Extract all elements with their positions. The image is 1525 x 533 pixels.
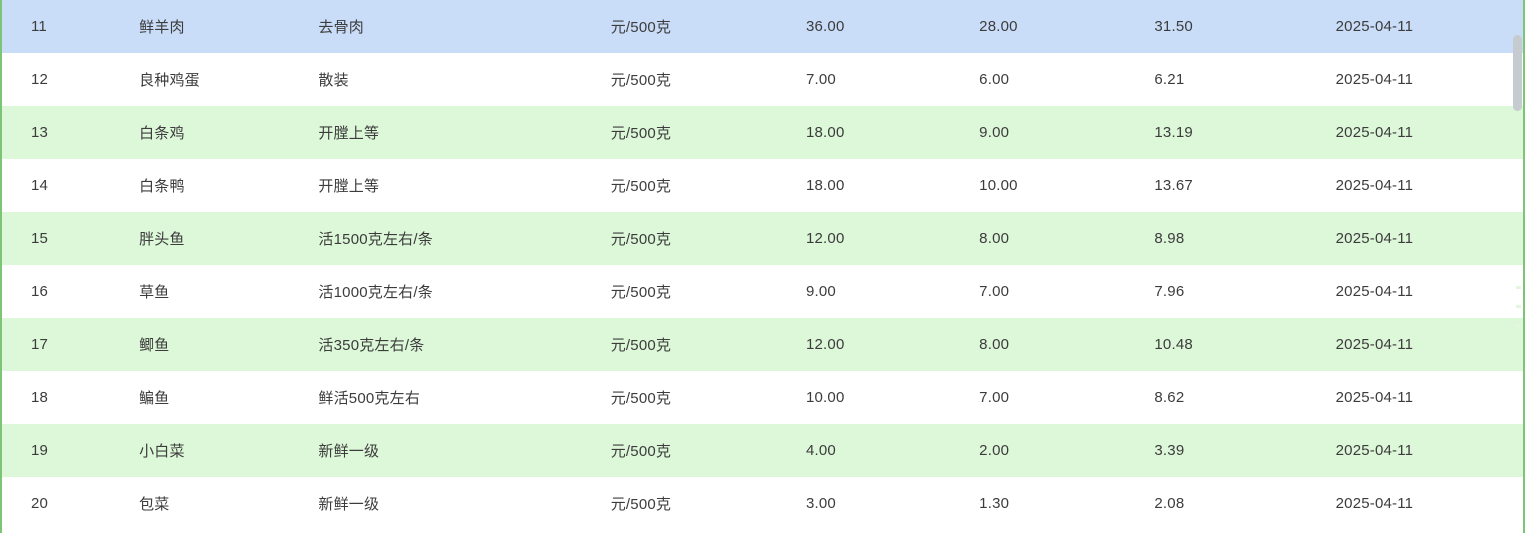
cell-date: 2025-04-11 [1335, 442, 1414, 459]
cell-unit: 元/500克 [610, 337, 672, 354]
edge-seam-marker [1516, 324, 1521, 327]
vertical-scrollbar[interactable] [1513, 0, 1522, 533]
cell-name: 胖头鱼 [139, 231, 185, 248]
cell-low: 28.00 [979, 18, 1018, 35]
cell-date: 2025-04-11 [1335, 18, 1414, 35]
cell-name: 白条鸡 [139, 125, 185, 142]
cell-unit: 元/500克 [610, 390, 672, 407]
cell-index: 19 [31, 442, 49, 459]
cell-spec: 新鲜一级 [318, 496, 380, 513]
table-row[interactable]: 19 小白菜 新鲜一级 元/500克 4.00 2.00 3.39 2025-04-11 [2, 424, 1523, 477]
cell-avg: 31.50 [1154, 18, 1193, 35]
cell-index: 17 [31, 336, 49, 353]
cell-high: 18.00 [805, 124, 845, 141]
cell-unit: 元/500克 [610, 231, 672, 248]
cell-spec: 活350克左右/条 [318, 337, 425, 354]
cell-unit: 元/500克 [610, 178, 672, 195]
table-row[interactable]: 12 良种鸡蛋 散装 元/500克 7.00 6.00 6.21 2025-04-11 [2, 53, 1523, 106]
cell-avg: 8.98 [1154, 230, 1185, 247]
cell-avg: 13.19 [1154, 124, 1193, 141]
cell-low: 8.00 [979, 336, 1010, 353]
cell-date: 2025-04-11 [1335, 389, 1414, 406]
cell-low: 1.30 [979, 495, 1010, 512]
cell-date: 2025-04-11 [1335, 177, 1414, 194]
cell-spec: 散装 [318, 72, 349, 89]
cell-unit: 元/500克 [610, 19, 672, 36]
cell-unit: 元/500克 [610, 496, 672, 513]
cell-index: 18 [31, 389, 49, 406]
table-row[interactable]: 13 白条鸡 开膛上等 元/500克 18.00 9.00 13.19 2025-04-11 [2, 106, 1523, 159]
cell-spec: 新鲜一级 [318, 443, 380, 460]
cell-high: 7.00 [805, 71, 836, 88]
table-row[interactable]: 11 鲜羊肉 去骨肉 元/500克 36.00 28.00 31.50 2025-04-11 [2, 0, 1523, 53]
cell-index: 16 [31, 283, 49, 300]
cell-low: 7.00 [979, 389, 1010, 406]
cell-name: 小白菜 [139, 443, 185, 460]
cell-low: 9.00 [979, 124, 1010, 141]
cell-index: 11 [31, 18, 47, 35]
cell-avg: 8.62 [1154, 389, 1185, 406]
cell-date: 2025-04-11 [1335, 336, 1414, 353]
cell-high: 12.00 [805, 336, 845, 353]
cell-date: 2025-04-11 [1335, 283, 1414, 300]
cell-spec: 去骨肉 [318, 19, 365, 36]
cell-high: 36.00 [805, 18, 845, 35]
cell-high: 4.00 [805, 442, 836, 459]
cell-date: 2025-04-11 [1335, 495, 1414, 512]
cell-unit: 元/500克 [610, 72, 672, 89]
cell-spec: 开膛上等 [318, 125, 380, 142]
edge-seam-marker [1516, 305, 1521, 308]
cell-index: 15 [31, 230, 49, 247]
cell-low: 10.00 [979, 177, 1018, 194]
cell-unit: 元/500克 [610, 284, 672, 301]
table-row[interactable]: 14 白条鸭 开膛上等 元/500克 18.00 10.00 13.67 2025-04-11 [2, 159, 1523, 212]
cell-high: 10.00 [805, 389, 845, 406]
table-row[interactable]: 16 草鱼 活1000克左右/条 元/500克 9.00 7.00 7.96 2025-04-… [2, 265, 1523, 318]
table-row[interactable]: 20 包菜 新鲜一级 元/500克 3.00 1.30 2.08 2025-04-11 [2, 477, 1523, 530]
cell-index: 14 [31, 177, 49, 194]
cell-avg: 10.48 [1154, 336, 1193, 353]
cell-low: 6.00 [979, 71, 1010, 88]
cell-avg: 13.67 [1154, 177, 1193, 194]
cell-spec: 活1000克左右/条 [318, 284, 433, 301]
cell-unit: 元/500克 [610, 443, 672, 460]
cell-name: 鳊鱼 [139, 390, 170, 407]
cell-high: 12.00 [805, 230, 845, 247]
cell-low: 7.00 [979, 283, 1010, 300]
edge-seam-marker [1516, 286, 1521, 289]
cell-index: 20 [31, 495, 49, 512]
cell-name: 白条鸭 [139, 178, 185, 195]
cell-name: 包菜 [139, 496, 170, 513]
table-row[interactable]: 18 鳊鱼 鲜活500克左右 元/500克 10.00 7.00 8.62 2025-04-1… [2, 371, 1523, 424]
cell-index: 12 [31, 71, 49, 88]
cell-low: 2.00 [979, 442, 1010, 459]
cell-name: 良种鸡蛋 [139, 72, 200, 89]
cell-date: 2025-04-11 [1335, 230, 1414, 247]
cell-avg: 6.21 [1154, 71, 1185, 88]
cell-high: 18.00 [805, 177, 845, 194]
cell-name: 鲜羊肉 [139, 19, 185, 36]
table-row[interactable]: 17 鲫鱼 活350克左右/条 元/500克 12.00 8.00 10.48 2025-04… [2, 318, 1523, 371]
cell-date: 2025-04-11 [1335, 124, 1414, 141]
cell-name: 鲫鱼 [139, 337, 170, 354]
cell-spec: 鲜活500克左右 [318, 390, 421, 407]
table-row[interactable]: 15 胖头鱼 活1500克左右/条 元/500克 12.00 8.00 8.98 2025-0… [2, 212, 1523, 265]
cell-spec: 活1500克左右/条 [318, 231, 433, 248]
cell-avg: 7.96 [1154, 283, 1185, 300]
cell-avg: 3.39 [1154, 442, 1185, 459]
cell-date: 2025-04-11 [1335, 71, 1414, 88]
cell-avg: 2.08 [1154, 495, 1185, 512]
cell-low: 8.00 [979, 230, 1010, 247]
cell-name: 草鱼 [139, 284, 170, 301]
vertical-scrollbar-thumb[interactable] [1513, 35, 1522, 111]
cell-high: 9.00 [805, 283, 836, 300]
cell-high: 3.00 [805, 495, 836, 512]
cell-unit: 元/500克 [610, 125, 672, 142]
cell-spec: 开膛上等 [318, 178, 380, 195]
cell-index: 13 [31, 124, 49, 141]
